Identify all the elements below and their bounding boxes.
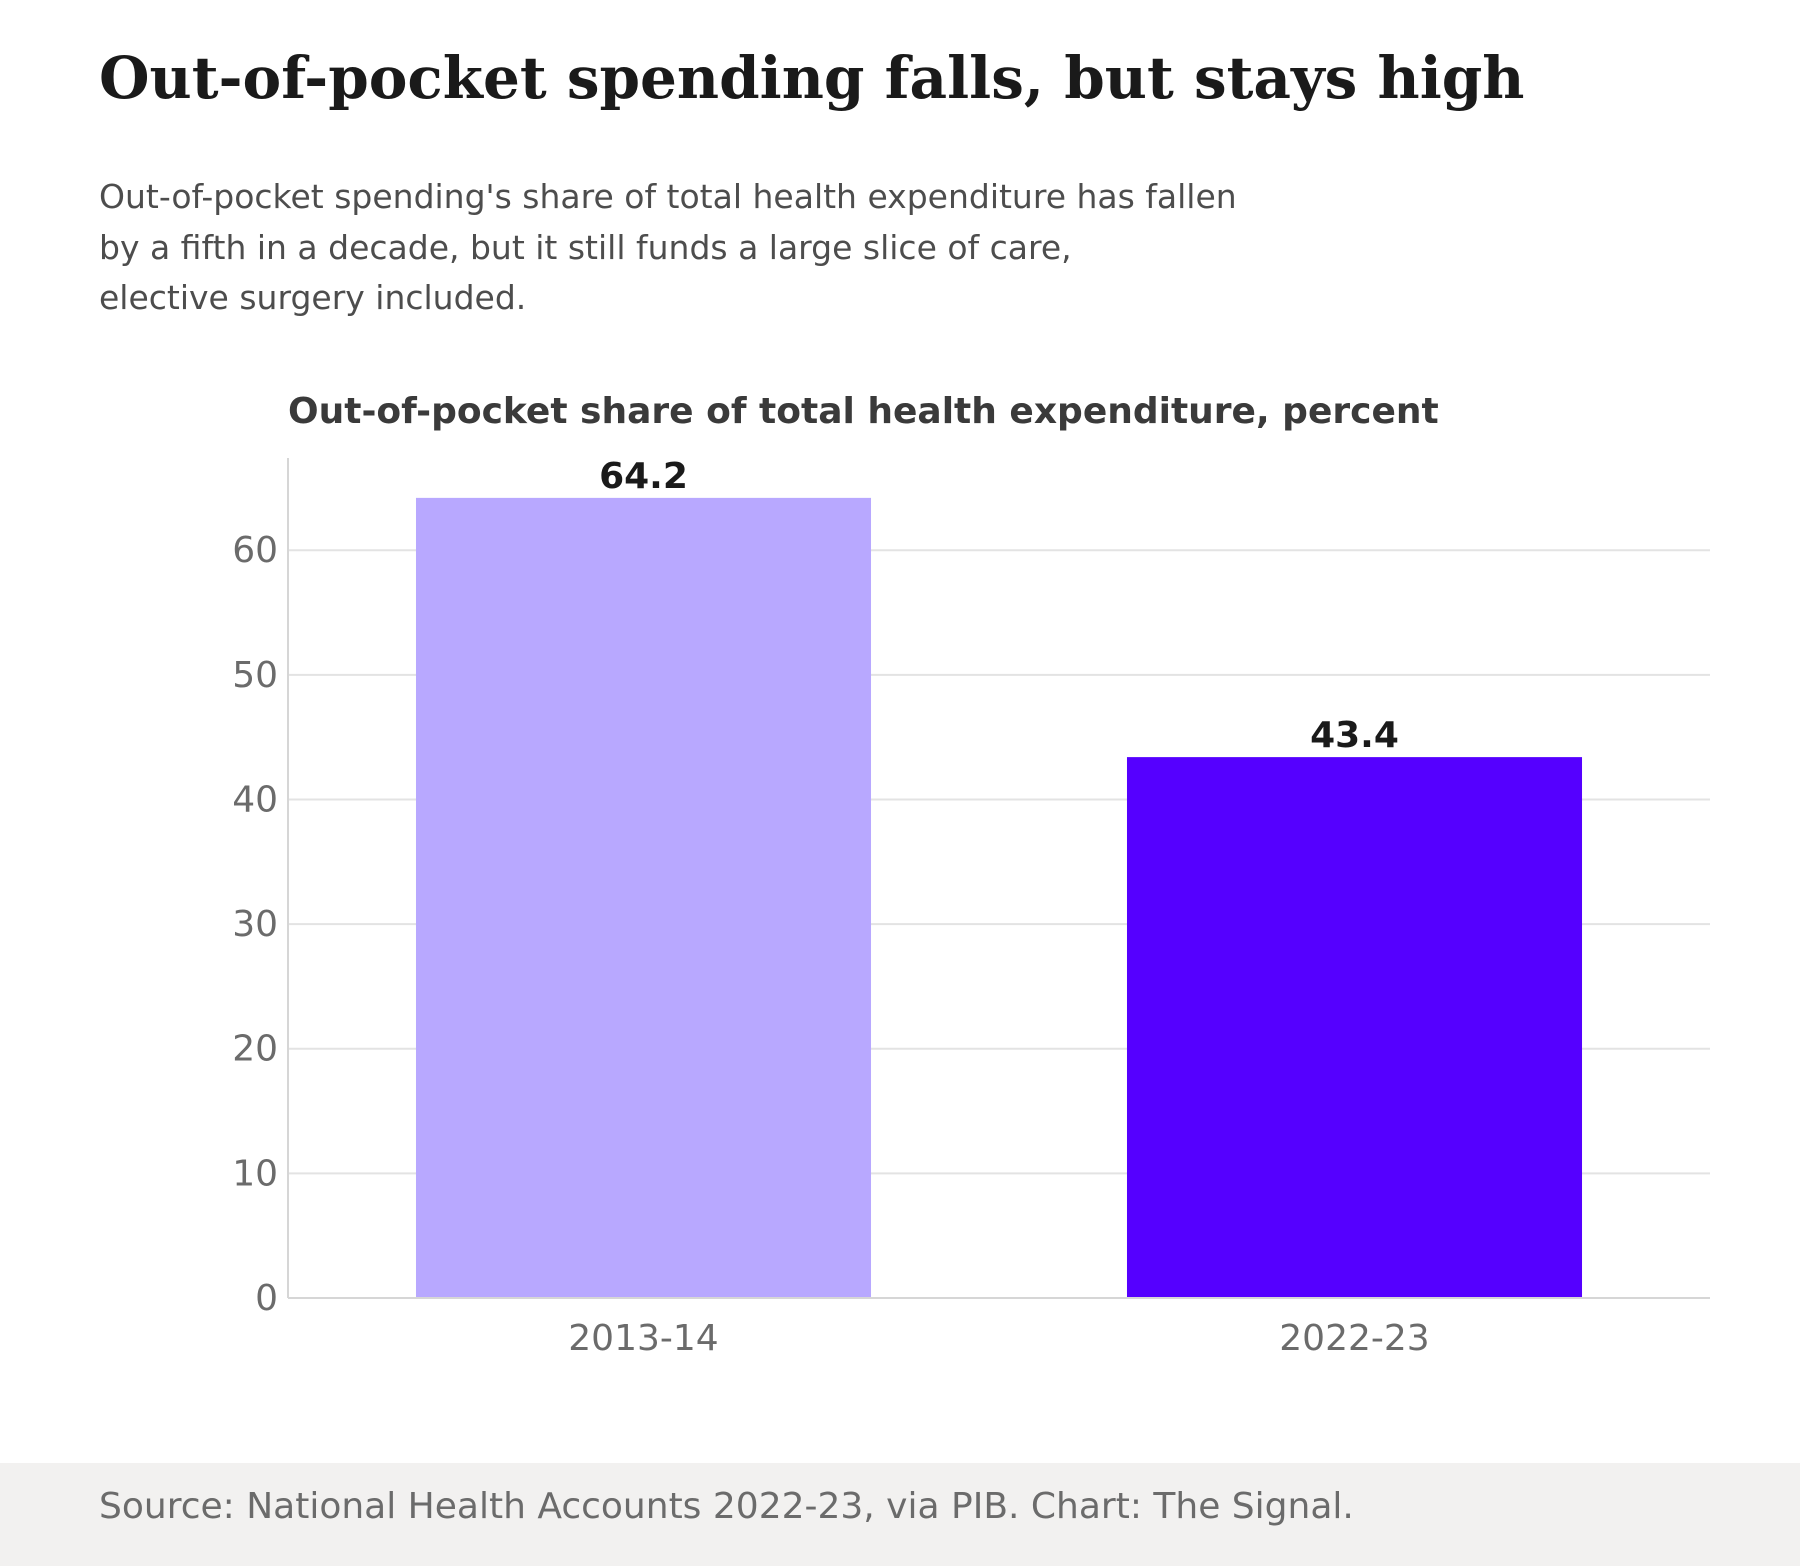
y-tick-label: 50 [232,655,278,696]
y-tick-label: 40 [232,779,278,820]
y-tick-label: 0 [255,1278,278,1319]
data-label: 43.4 [1310,715,1399,756]
y-tick-label: 10 [232,1153,278,1194]
subtitle-line: elective surgery included. [99,278,527,317]
x-tick-label: 2013-14 [568,1318,718,1359]
y-tick-label: 30 [232,904,278,945]
bar [1126,757,1583,1298]
bar-chart: Out-of-pocket share of total health expe… [232,391,1710,1359]
subtitle: Out-of-pocket spending's share of total … [99,172,1399,324]
source-note: Source: National Health Accounts 2022-23… [99,1486,1354,1527]
y-tick-label: 20 [232,1029,278,1070]
y-tick-label: 60 [232,530,278,571]
data-label: 64.2 [599,456,688,497]
subtitle-line: by a fifth in a decade, but it still fun… [99,227,1072,267]
bars: 64.2 43.4 [415,456,1583,1298]
chart-title: Out-of-pocket share of total health expe… [288,391,1439,432]
axes: 0 10 20 30 40 50 60 2013-14 2022-23 [232,458,1710,1359]
subtitle-line: Out-of-pocket spending's share of total … [99,177,1237,216]
headline: Out-of-pocket spending falls, but stays … [99,44,1525,112]
bar [415,497,872,1298]
footer [0,1463,1800,1566]
x-tick-label: 2022-23 [1279,1318,1429,1359]
